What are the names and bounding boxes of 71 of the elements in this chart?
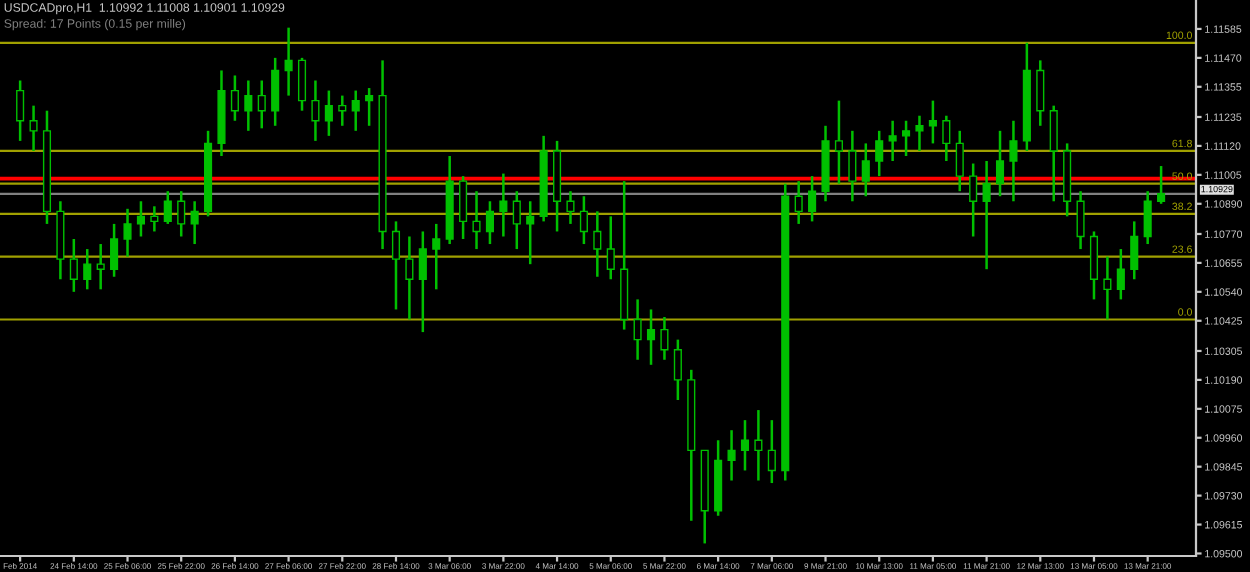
- candlestick: [646, 308, 656, 367]
- candlestick: [136, 200, 145, 238]
- candlestick: [606, 215, 615, 281]
- candlestick: [1157, 164, 1166, 206]
- candlestick: [123, 207, 132, 258]
- candlestick: [432, 222, 441, 291]
- candlestick: [1116, 247, 1125, 301]
- candlestick: [1130, 220, 1139, 281]
- candlestick: [29, 104, 38, 153]
- candlestick: [526, 200, 535, 266]
- candlestick: [633, 298, 642, 362]
- candlestick: [230, 74, 239, 123]
- candlestick: [16, 79, 25, 143]
- candlestick: [915, 114, 924, 153]
- candlestick: [69, 237, 78, 294]
- candlestick: [297, 56, 307, 112]
- candlestick: [365, 86, 374, 128]
- candlestick: [1143, 189, 1152, 246]
- candlestick: [512, 189, 521, 251]
- candlestick: [942, 114, 951, 163]
- candlestick: [405, 235, 414, 321]
- candlestick: [566, 189, 575, 226]
- candlestick: [1049, 104, 1058, 203]
- candlestick: [754, 408, 763, 482]
- candlestick: [1103, 255, 1112, 321]
- candlestick: [311, 79, 320, 143]
- candlestick: [56, 200, 65, 281]
- candlestick: [1076, 189, 1085, 251]
- candlestick: [271, 56, 280, 128]
- candlestick: [794, 179, 803, 226]
- candlestick: [351, 89, 360, 133]
- candlestick: [673, 338, 682, 402]
- candlestick: [660, 315, 669, 362]
- candlestick: [190, 200, 199, 246]
- candlestick: [1036, 59, 1045, 128]
- candlestick: [472, 189, 481, 251]
- candlestick: [324, 89, 333, 138]
- candlestick: [955, 129, 964, 193]
- candlestick: [861, 142, 870, 198]
- candlestick: [284, 26, 293, 97]
- candlestick: [969, 162, 978, 238]
- candlestick: [902, 119, 911, 158]
- candlestick: [982, 159, 991, 271]
- candlestick: [834, 99, 843, 185]
- candlestick: [257, 79, 266, 130]
- candlestick: [888, 119, 897, 163]
- candlestick: [499, 172, 508, 238]
- candlestick: [1009, 119, 1018, 203]
- candlestick: [808, 174, 817, 223]
- candlestick: [848, 129, 857, 203]
- candlestick: [459, 174, 468, 241]
- candlestick: [995, 129, 1005, 198]
- candlestick: [244, 79, 253, 133]
- candlestick: [83, 247, 92, 291]
- candlestick: [593, 210, 602, 278]
- candlestick: [96, 242, 105, 291]
- candlestick: [727, 428, 736, 482]
- candlestick: [579, 194, 588, 246]
- candlestick: [740, 418, 750, 472]
- candlestick: [485, 200, 494, 246]
- candlestick: [150, 205, 159, 233]
- candlestick: [1089, 230, 1099, 301]
- candlestick: [110, 222, 119, 278]
- candlestick: [875, 129, 884, 178]
- candlestick: [928, 99, 937, 145]
- candlestick: [338, 94, 347, 128]
- candlestick: [418, 230, 427, 334]
- candlestick: [163, 189, 172, 226]
- candlestick: [767, 418, 776, 485]
- candlestick: [177, 189, 186, 238]
- candlestick: [391, 220, 401, 311]
